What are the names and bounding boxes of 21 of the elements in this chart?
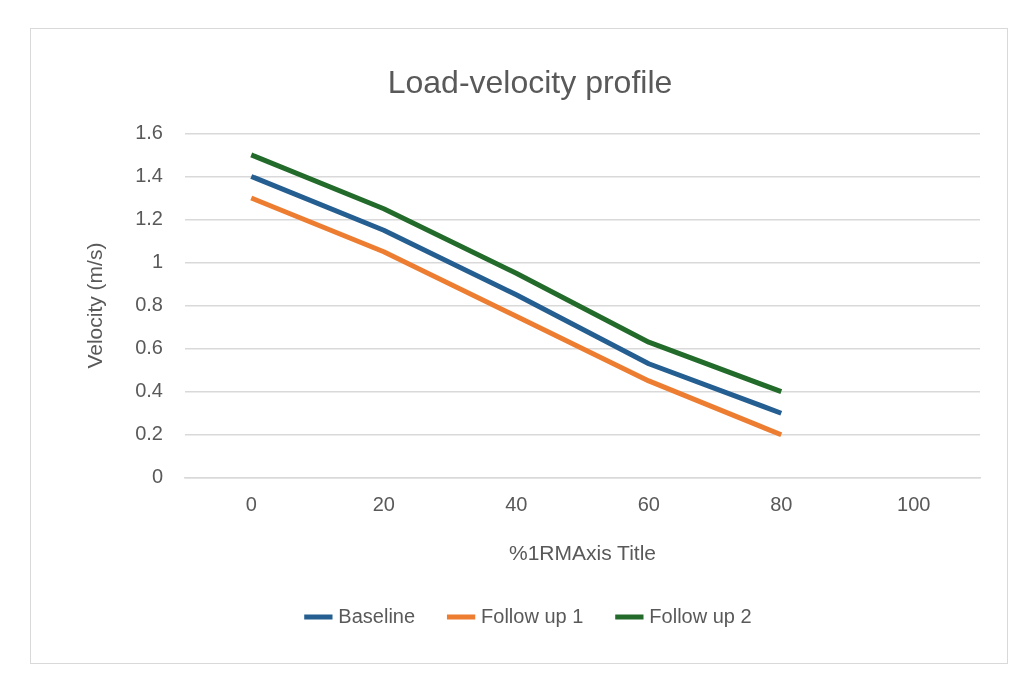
y-tick-label: 1 bbox=[151, 250, 163, 273]
x-tick-label: 0 bbox=[245, 493, 257, 516]
y-tick-label: 0.4 bbox=[135, 379, 163, 402]
x-tick-label: 60 bbox=[637, 493, 660, 516]
x-tick-label: 40 bbox=[505, 493, 528, 516]
y-tick-label: 0 bbox=[151, 465, 163, 488]
x-axis-title: %1RMAxis Title bbox=[508, 541, 657, 565]
legend-label: Follow up 2 bbox=[649, 604, 752, 627]
x-tick-label: 20 bbox=[372, 493, 395, 516]
y-axis-title: Velocity (m/s) bbox=[83, 242, 107, 369]
y-tick-label: 1.2 bbox=[135, 207, 163, 230]
x-tick-label: 100 bbox=[897, 493, 931, 516]
chart-title: Load-velocity profile bbox=[387, 64, 673, 101]
x-tick-label: 80 bbox=[770, 493, 793, 516]
y-tick-label: 0.6 bbox=[135, 336, 163, 359]
y-tick-label: 0.8 bbox=[135, 293, 163, 316]
y-tick-label: 1.6 bbox=[135, 120, 163, 143]
legend-label: Follow up 1 bbox=[481, 604, 584, 627]
legend-label: Baseline bbox=[338, 604, 416, 627]
y-tick-label: 0.2 bbox=[135, 422, 163, 445]
y-tick-label: 1.4 bbox=[135, 163, 163, 186]
